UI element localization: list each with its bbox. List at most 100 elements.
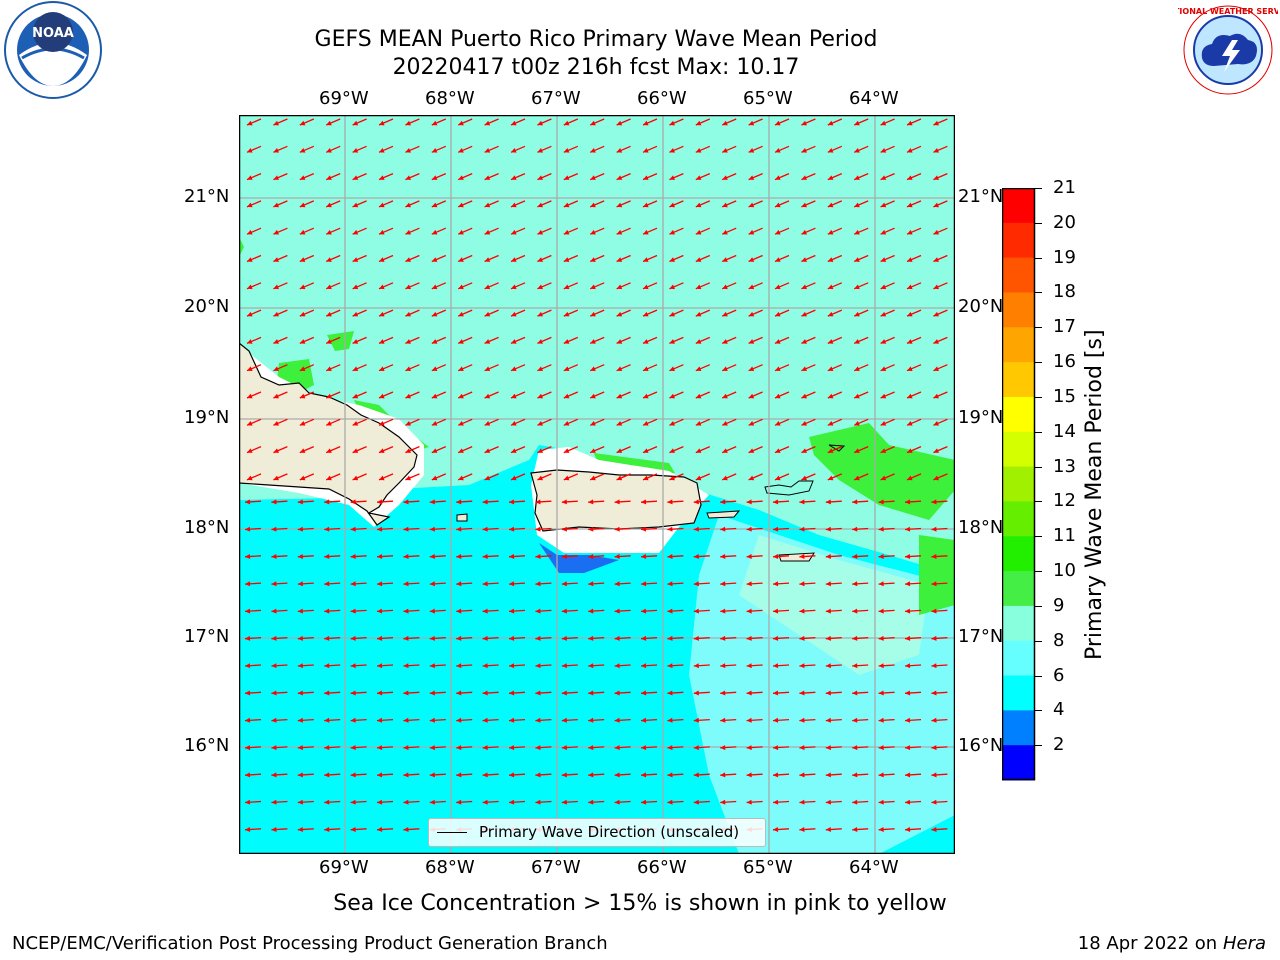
wave-vector — [801, 391, 816, 399]
wave-vector — [510, 391, 526, 399]
wave-vector — [853, 446, 869, 454]
wave-vector — [244, 745, 262, 751]
wave-vector — [904, 581, 922, 587]
wave-vector — [324, 553, 341, 559]
wave-vector — [456, 581, 473, 587]
wave-vector — [405, 418, 420, 426]
wave-vector — [880, 418, 895, 426]
wave-vector — [563, 145, 579, 153]
wave-vector — [906, 173, 922, 181]
wave-vector — [827, 364, 843, 372]
wave-vector — [510, 473, 526, 481]
wave-vector — [563, 309, 579, 317]
wave-vector — [246, 118, 262, 126]
noaa-logo-text: NOAA — [32, 26, 74, 41]
colorbar-tick-mark — [1035, 292, 1042, 294]
wave-vector — [880, 309, 895, 317]
wave-vector — [589, 282, 605, 290]
period-field-10-11-northeast — [809, 423, 955, 520]
lon-tick-top-4: 65°W — [743, 88, 793, 109]
wave-vector — [431, 364, 447, 372]
wave-vector — [299, 200, 315, 208]
wave-vector — [537, 391, 552, 399]
land-anguilla — [828, 444, 846, 452]
wave-vector — [852, 772, 869, 778]
wave-vector — [378, 254, 394, 263]
wave-vector — [827, 118, 843, 126]
wave-vector — [484, 446, 499, 454]
wave-vector — [640, 717, 658, 723]
wave-vector — [669, 282, 684, 290]
wave-vector — [535, 690, 552, 696]
wave-vector — [510, 309, 526, 317]
wave-vector — [431, 446, 447, 454]
wave-vector — [378, 200, 394, 208]
colorbar-tick-mark — [1035, 536, 1042, 538]
wave-vector — [484, 364, 499, 372]
wave-vector — [271, 826, 288, 832]
wave-vector — [853, 309, 869, 317]
wave-vector — [720, 690, 737, 696]
wave-vector — [614, 690, 631, 696]
wave-vector — [537, 364, 552, 372]
colorbar-tick: 21 — [1053, 177, 1076, 198]
wave-vector — [853, 418, 869, 426]
wave-vector — [853, 391, 869, 399]
wave-vector — [431, 118, 447, 126]
map-panel — [239, 115, 955, 854]
wave-vector — [748, 227, 763, 235]
lon-tick-bottom-1: 68°W — [425, 857, 475, 878]
lon-tick-bottom-4: 65°W — [743, 857, 793, 878]
wave-vector — [244, 663, 262, 669]
wave-vector — [403, 745, 420, 751]
wave-vector — [853, 364, 869, 372]
wave-vector — [933, 173, 948, 181]
wave-vector — [563, 282, 579, 290]
wave-vector — [906, 391, 922, 399]
wave-vector — [508, 663, 526, 669]
wave-vector — [616, 282, 631, 290]
wave-vector — [904, 553, 922, 559]
wave-vector — [695, 336, 711, 344]
wave-vector — [667, 553, 684, 559]
wave-vector — [640, 690, 658, 696]
wave-vector — [933, 336, 948, 344]
wave-vector — [693, 608, 710, 614]
wave-vector — [906, 254, 922, 263]
wave-vector — [297, 581, 314, 587]
wave-vector — [537, 118, 552, 126]
wave-vector — [667, 799, 684, 805]
wave-vector — [801, 336, 816, 344]
wave-vector — [484, 336, 499, 344]
wave-vector — [799, 581, 816, 587]
wave-vector — [273, 282, 288, 290]
wave-vector — [853, 473, 869, 481]
wave-vector — [324, 499, 341, 505]
wave-vector — [297, 663, 314, 669]
wave-vector — [825, 772, 842, 778]
wave-vector — [589, 118, 605, 126]
wave-vector — [589, 473, 605, 481]
wave-vector — [297, 745, 314, 751]
wave-vector — [508, 772, 526, 778]
wave-vector — [748, 254, 763, 263]
wave-vector — [457, 364, 473, 372]
wave-vector — [457, 473, 473, 481]
colorbar-tick: 14 — [1053, 420, 1076, 442]
wave-vector — [853, 254, 869, 263]
wave-vector — [405, 118, 420, 126]
wave-vector — [484, 473, 499, 481]
wave-vector — [904, 526, 922, 532]
wave-vector — [695, 391, 711, 399]
wave-vector — [537, 309, 552, 317]
wave-vector — [405, 282, 420, 290]
wave-vector — [720, 526, 737, 532]
wave-vector — [378, 418, 394, 426]
wave-vector — [853, 173, 869, 181]
wave-vector — [825, 499, 842, 505]
wave-vector — [799, 499, 816, 505]
wave-vector — [535, 745, 552, 751]
wave-vector — [244, 608, 262, 614]
wave-vector — [429, 635, 446, 641]
wave-vector — [642, 418, 658, 426]
